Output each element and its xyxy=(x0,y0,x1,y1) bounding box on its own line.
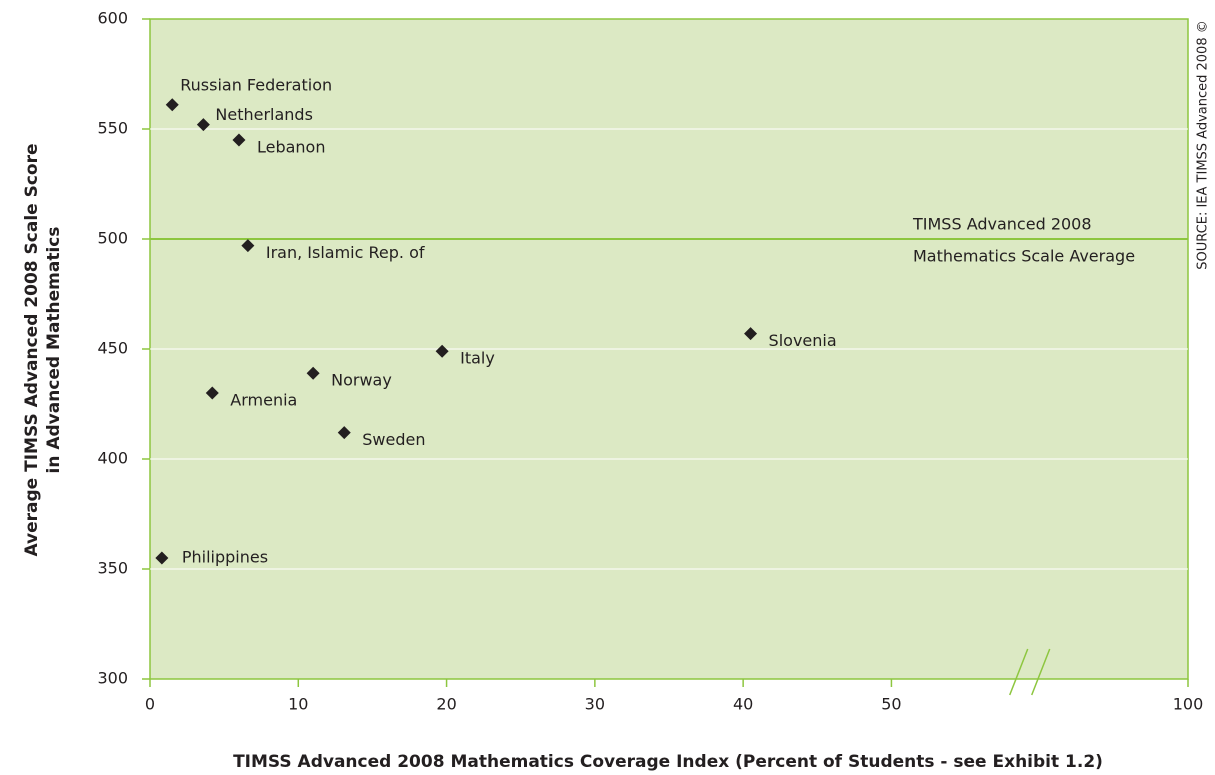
point-label: Slovenia xyxy=(769,331,837,350)
point-label: Iran, Islamic Rep. of xyxy=(266,243,425,262)
point-label: Italy xyxy=(460,349,495,368)
point-label: Philippines xyxy=(182,548,268,567)
axis-break xyxy=(1031,648,1051,696)
reference-label: TIMSS Advanced 2008 xyxy=(912,215,1092,234)
data-point xyxy=(155,551,169,565)
y-axis-title: Average TIMSS Advanced 2008 Scale Score xyxy=(22,143,42,556)
source-note: SOURCE: IEA TIMSS Advanced 2008 © xyxy=(1196,20,1211,269)
x-tick-label: 30 xyxy=(585,695,605,714)
y-axis-title: in Advanced Mathematics xyxy=(44,226,64,473)
point-label: Sweden xyxy=(362,430,425,449)
x-tick-label: 20 xyxy=(436,695,456,714)
data-point xyxy=(196,118,210,132)
point-label: Armenia xyxy=(230,391,297,410)
data-point xyxy=(337,426,351,440)
y-tick-label: 500 xyxy=(97,229,128,248)
x-tick-label: 40 xyxy=(733,695,753,714)
data-point xyxy=(435,344,449,358)
point-label: Netherlands xyxy=(215,105,313,124)
data-point xyxy=(232,133,246,147)
data-point xyxy=(306,366,320,380)
y-tick-label: 600 xyxy=(97,9,128,28)
point-label: Norway xyxy=(331,371,392,390)
y-tick-label: 450 xyxy=(97,339,128,358)
point-label: Russian Federation xyxy=(180,75,332,94)
data-point xyxy=(165,98,179,112)
y-tick-label: 400 xyxy=(97,449,128,468)
point-label: Lebanon xyxy=(257,138,326,157)
x-tick-label: 0 xyxy=(145,695,155,714)
axis-break xyxy=(1009,648,1029,696)
y-tick-label: 300 xyxy=(97,669,128,688)
y-tick-label: 550 xyxy=(97,119,128,138)
data-point xyxy=(241,239,255,253)
y-tick-label: 350 xyxy=(97,559,128,578)
x-tick-label: 50 xyxy=(881,695,901,714)
data-point xyxy=(744,327,758,341)
reference-label: Mathematics Scale Average xyxy=(913,247,1135,266)
data-point xyxy=(205,386,219,400)
x-axis-title: TIMSS Advanced 2008 Mathematics Coverage… xyxy=(233,752,1103,772)
x-tick-label: 100 xyxy=(1173,695,1204,714)
x-tick-label: 10 xyxy=(288,695,308,714)
